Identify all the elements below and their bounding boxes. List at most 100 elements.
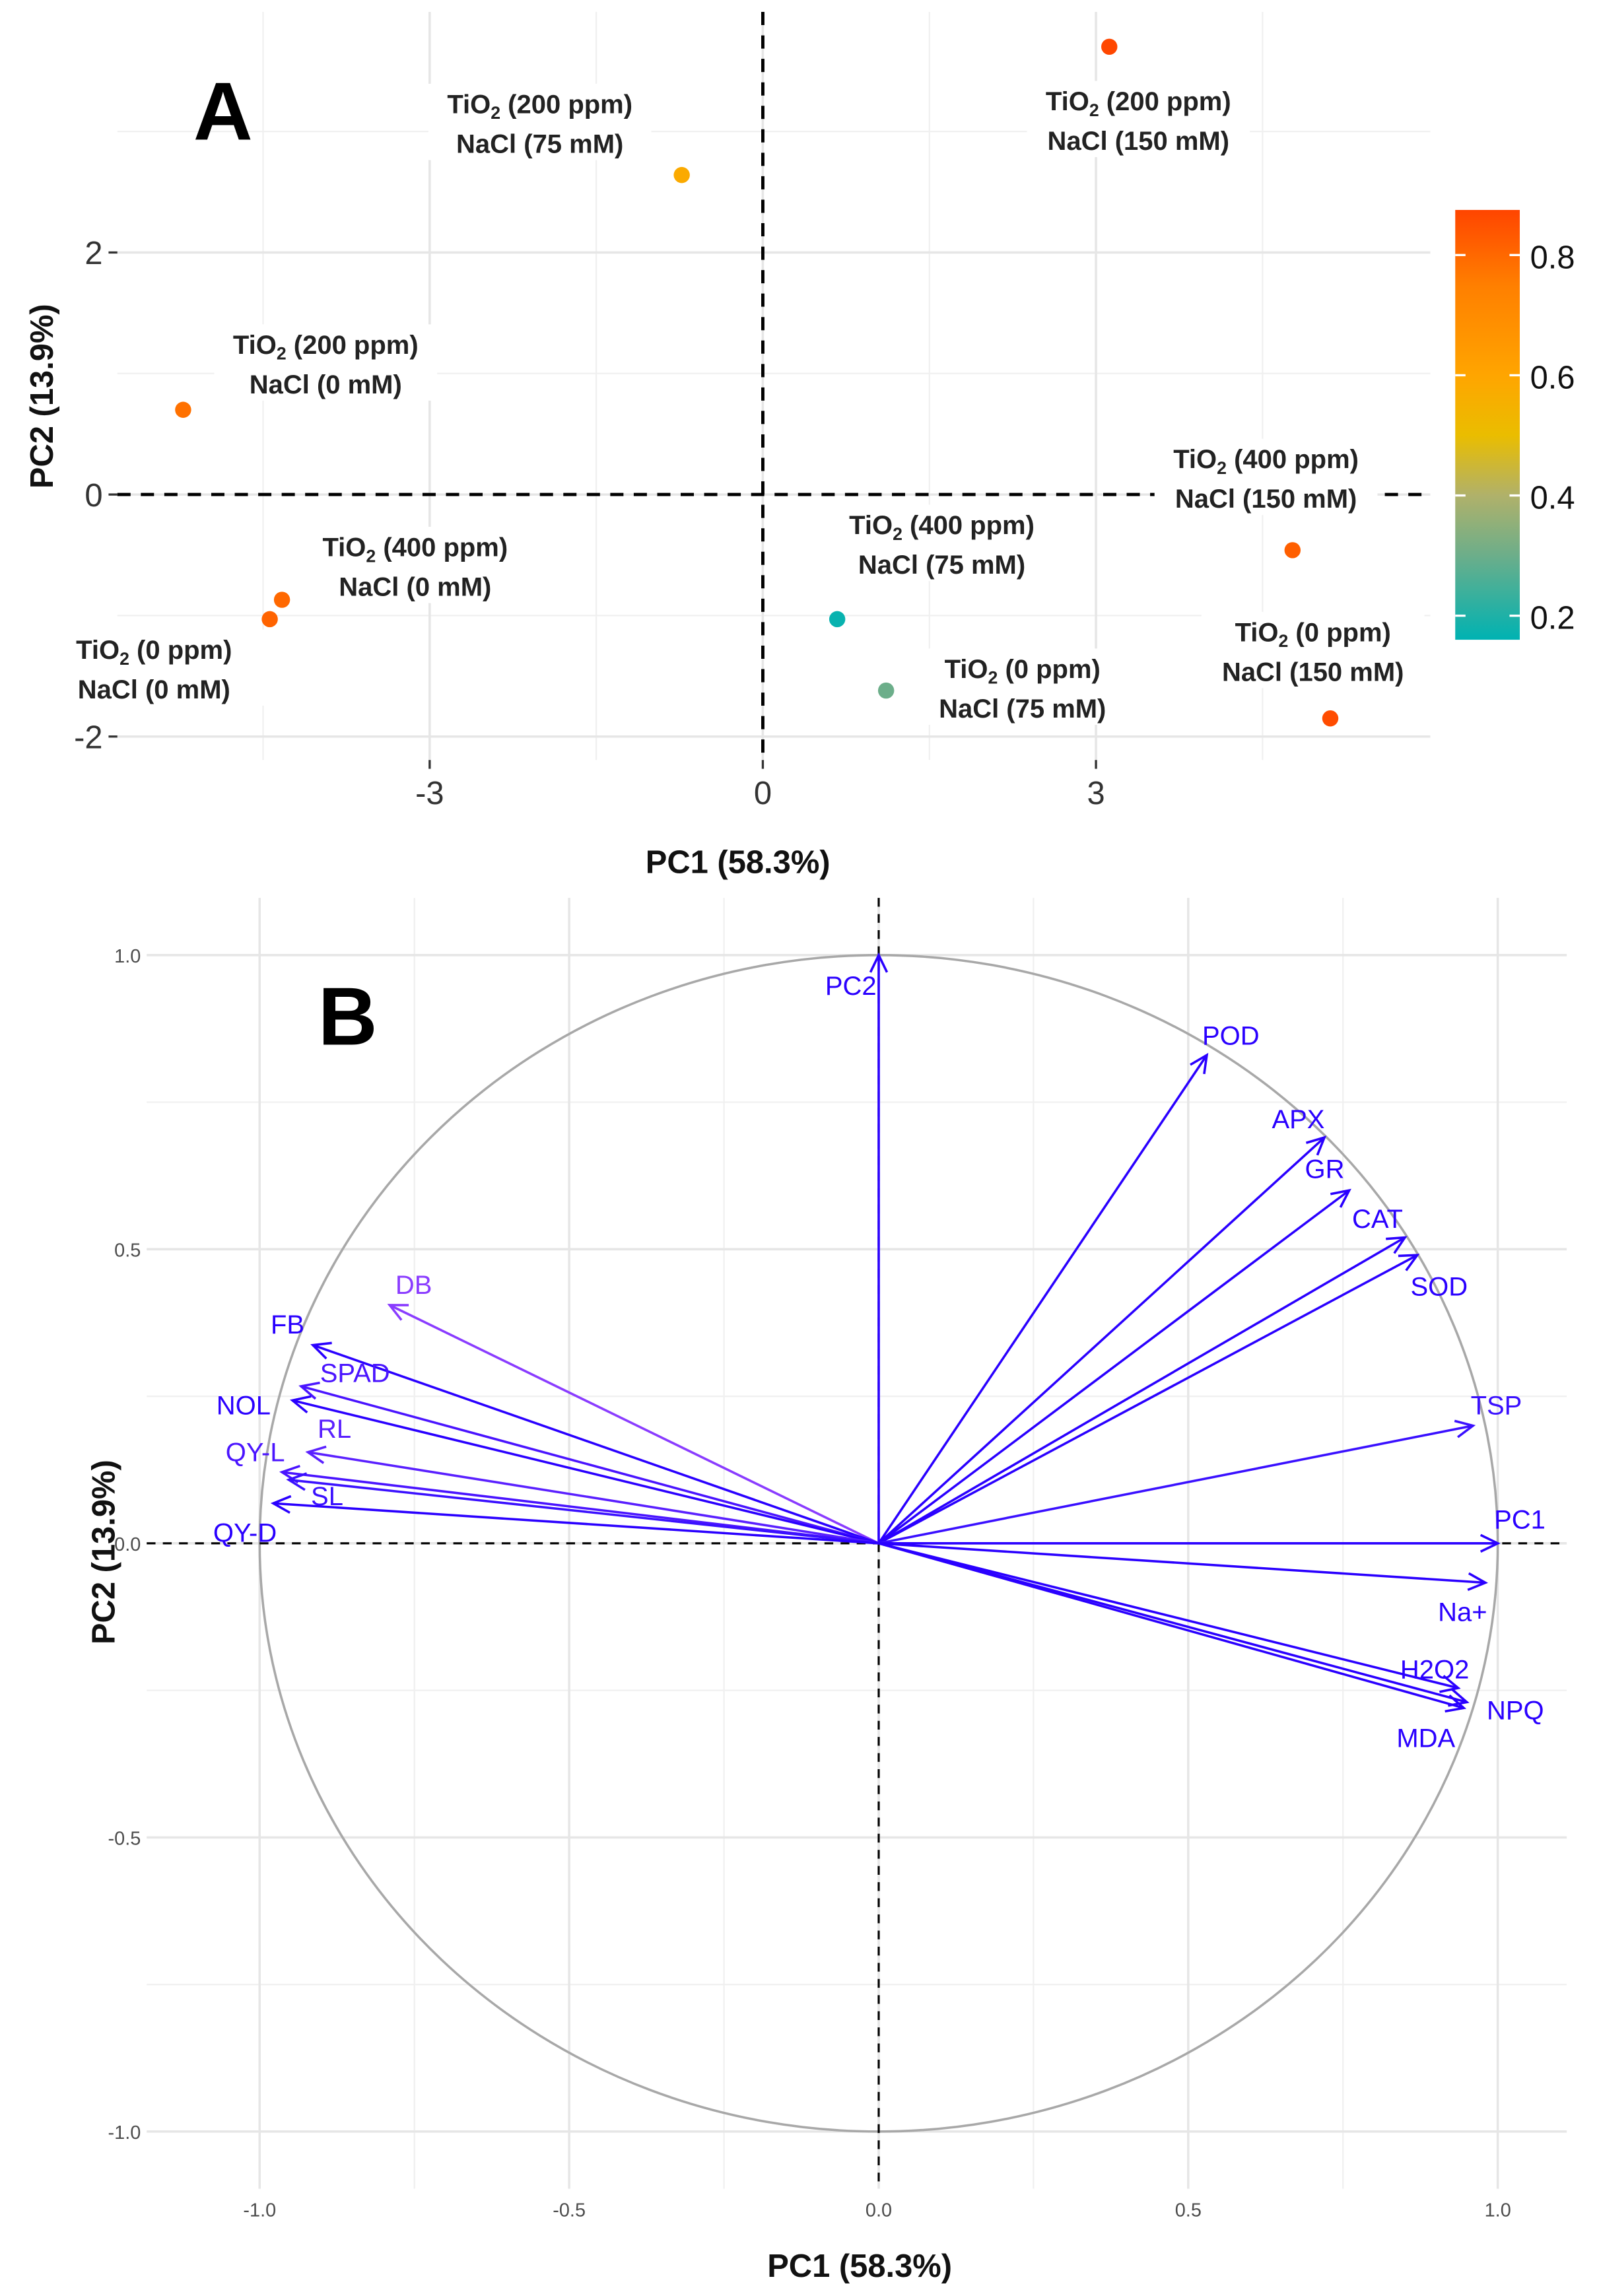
arrowhead-icon [1480,1534,1501,1553]
label-tio2-line: TiO2 (0 ppm) [1235,618,1391,651]
arrowhead-icon [290,1395,312,1414]
arrowhead-icon [1439,1675,1461,1693]
score-point[interactable] [175,401,191,418]
panel-letter-b: B [318,970,378,1062]
label-tio2-dose: (200 ppm) [500,90,632,119]
loading-vector: FB [271,1310,879,1545]
label-nacl-line: NaCl (0 mM) [250,370,402,399]
colorbar-tick-label: 0.6 [1530,360,1575,395]
label-tio2-dose: (200 ppm) [1099,87,1231,116]
vector-label: SPAD [320,1359,390,1388]
loading-vector: SPAD [298,1359,879,1545]
score-point[interactable] [829,611,846,628]
colorbar-tick-label: 0.4 [1530,481,1575,516]
y-tick-label: -1.0 [108,2122,141,2144]
loading-vector: POD [877,1021,1260,1544]
label-subscript: 2 [988,668,998,688]
loading-vector: APX [877,1105,1327,1545]
point-label: TiO2 (200 ppm) NaCl (0 mM) [214,324,438,401]
score-point[interactable] [673,166,690,184]
vector-label: CAT [1352,1205,1403,1234]
label-subscript: 2 [1089,100,1099,120]
label-subscript: 2 [119,649,129,669]
vector-line [389,1304,879,1545]
label-tio2-line: TiO2 (200 ppm) [447,90,632,123]
y-tick-label: 0 [85,478,102,514]
label-nacl-line: NaCl (150 mM) [1222,658,1404,687]
label-prefix: TiO [322,533,366,562]
loading-vector: Na+ [878,1542,1489,1627]
y-tick-label: -2 [74,720,102,756]
arrowhead-icon [1190,1052,1209,1075]
loading-vector: QY-D [213,1495,879,1548]
label-background [1154,438,1378,516]
vector-label: H2O2 [1400,1655,1469,1684]
vector-line [300,1385,879,1545]
score-point[interactable] [1322,710,1339,727]
vector-line [877,1136,1326,1545]
x-tick-label: 3 [1087,776,1105,811]
vector-label: SOD [1410,1272,1468,1301]
label-tio2-line: TiO2 (400 ppm) [1173,445,1359,478]
label-subscript: 2 [366,546,376,566]
point-label: TiO2 (200 ppm) NaCl (150 mM) [1027,81,1250,158]
point-label: TiO2 (400 ppm) NaCl (75 mM) [830,504,1054,582]
label-prefix: TiO [447,90,491,119]
x-tick-label: -1.0 [243,2200,276,2221]
y-tick-label: 1.0 [114,946,141,967]
panel-b-loading-plot: -1.0 -0.5 0.0 0.5 1.0 1.0 0.5 0.0 -0.5 -1.0 PC1 (5… [86,898,1567,2284]
x-tick-label: 0.0 [866,2200,892,2221]
score-point[interactable] [261,611,278,628]
label-subscript: 2 [893,524,902,544]
label-subscript: 2 [1279,631,1289,651]
label-nacl-line: NaCl (75 mM) [858,551,1025,580]
vector-line [878,1542,1486,1584]
label-background [303,526,527,603]
arrowhead-icon [270,1495,292,1514]
label-nacl-line: NaCl (75 mM) [939,694,1106,724]
vector-line [878,1236,1406,1545]
vector-label: RL [318,1415,351,1444]
label-tio2-line: TiO2 (0 ppm) [76,636,232,669]
loading-vector: CAT [878,1205,1408,1545]
label-subscript: 2 [277,344,287,364]
score-point[interactable] [1101,38,1118,55]
label-tio2-dose: (400 ppm) [376,533,508,562]
vector-line [312,1343,879,1545]
score-point[interactable] [1284,542,1301,558]
label-subscript: 2 [491,103,500,123]
x-tick-label: -3 [415,776,444,811]
vector-line [878,1254,1418,1545]
colorbar-tick-label: 0.2 [1530,601,1575,636]
vector-line [273,1502,879,1545]
vector-label: POD [1202,1021,1260,1050]
vector-label: MDA [1396,1724,1455,1753]
arrowhead-icon [1445,1694,1467,1713]
point-label: TiO2 (400 ppm) NaCl (150 mM) [1154,438,1378,516]
arrowhead-icon [286,1472,308,1491]
point-label: TiO2 (400 ppm) NaCl (0 mM) [303,526,527,603]
label-background [830,504,1054,582]
score-point[interactable] [877,682,895,699]
label-tio2-dose: (0 ppm) [129,636,232,665]
label-nacl-line: NaCl (0 mM) [78,675,230,704]
x-axis-title: PC1 (58.3%) [767,2248,952,2284]
score-point[interactable] [273,591,290,608]
y-axis-title: PC2 (13.9%) [24,304,60,489]
label-background [1201,611,1425,689]
vector-label: APX [1272,1105,1324,1134]
label-nacl-line: NaCl (150 mM) [1048,127,1230,156]
label-prefix: TiO [1235,618,1279,647]
vector-label: NPQ [1487,1696,1544,1725]
vector-label: GR [1305,1155,1344,1184]
loading-vector: H2O2 [878,1542,1469,1693]
label-subscript: 2 [1217,458,1227,478]
point-label: TiO2 (200 ppm) NaCl (75 mM) [428,83,652,160]
label-background [428,83,652,160]
vector-label: QY-D [213,1519,277,1548]
point-label: TiO2 (0 ppm) NaCl (150 mM) [1201,611,1425,689]
vector-label: PC2 [825,972,877,1001]
y-tick-label: 2 [85,236,102,271]
label-prefix: TiO [233,331,277,360]
label-tio2-line: TiO2 (200 ppm) [233,331,419,364]
